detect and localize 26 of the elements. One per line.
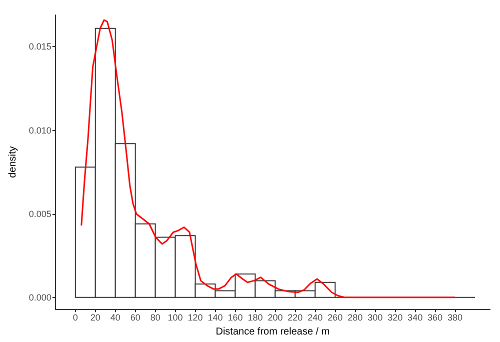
x-tick-label: 280 (348, 312, 363, 323)
x-tick-label: 100 (168, 312, 183, 323)
x-tick-label: 0 (72, 312, 78, 323)
x-tick-label: 160 (228, 312, 243, 323)
x-tick-label: 240 (308, 312, 323, 323)
x-tick-label: 260 (328, 312, 343, 323)
x-tick-label: 60 (130, 312, 140, 323)
x-tick-label: 20 (90, 312, 100, 323)
y-tick-label: 0.005 (28, 208, 52, 219)
x-axis-title: Distance from release / m (216, 326, 330, 338)
x-tick-label: 80 (150, 312, 160, 323)
y-axis-title: density (8, 146, 18, 178)
x-tick-label: 180 (248, 312, 263, 323)
y-tick-label: 0.015 (28, 42, 52, 52)
x-tick-label: 320 (388, 312, 403, 323)
x-tick-label: 40 (110, 312, 120, 323)
x-tick-label: 120 (188, 312, 203, 323)
x-tick-label: 340 (408, 312, 423, 323)
x-tick-label: 200 (268, 312, 283, 323)
x-tick-label: 380 (448, 312, 463, 323)
x-tick-label: 140 (208, 312, 223, 323)
x-tick-label: 300 (368, 312, 383, 323)
y-tick-label: 0.010 (28, 125, 52, 136)
y-tick-label: 0.000 (28, 292, 52, 302)
x-tick-label: 220 (288, 312, 303, 323)
x-tick-label: 360 (428, 312, 443, 323)
